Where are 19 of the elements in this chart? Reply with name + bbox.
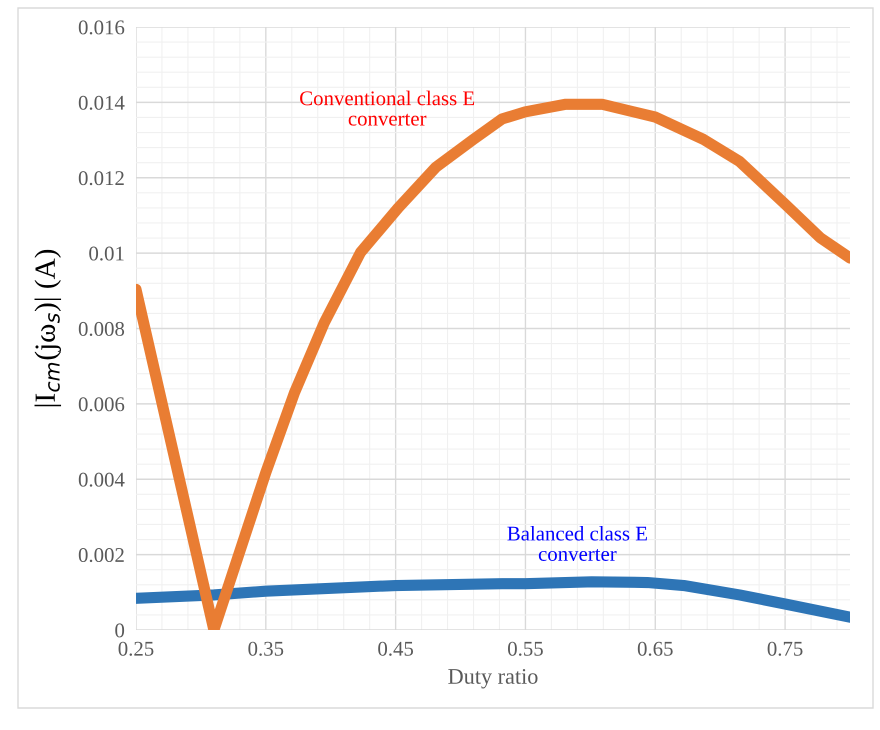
y-tick-label: 0 xyxy=(115,623,124,638)
x-tick-label: 0.45 xyxy=(378,642,414,656)
y-axis-title: |I$_{cm}$(jω$_{s}$)| (A) xyxy=(34,250,62,406)
x-tick-label: 0.75 xyxy=(768,642,803,656)
y-tick-label: 0.004 xyxy=(78,472,125,487)
y-tick-label: 0.006 xyxy=(78,397,124,412)
y-tick-label: 0.012 xyxy=(78,171,124,186)
x-tick-label: 0.65 xyxy=(638,642,673,656)
x-tick-label: 0.25 xyxy=(118,642,154,656)
x-tick-label: 0.35 xyxy=(248,642,284,656)
y-tick-label: 0.002 xyxy=(78,548,124,562)
x-tick-label: 0.55 xyxy=(508,642,543,656)
y-tick-label: 0.014 xyxy=(78,96,125,110)
y-tick-label: 0.01 xyxy=(89,246,124,261)
y-tick-label: 0.016 xyxy=(78,20,124,35)
series-label: Balanced class E converter xyxy=(507,526,647,561)
x-axis-title: Duty ratio xyxy=(448,668,538,688)
y-tick-label: 0.008 xyxy=(78,322,124,336)
series-label: Conventional class E converter xyxy=(300,90,474,126)
